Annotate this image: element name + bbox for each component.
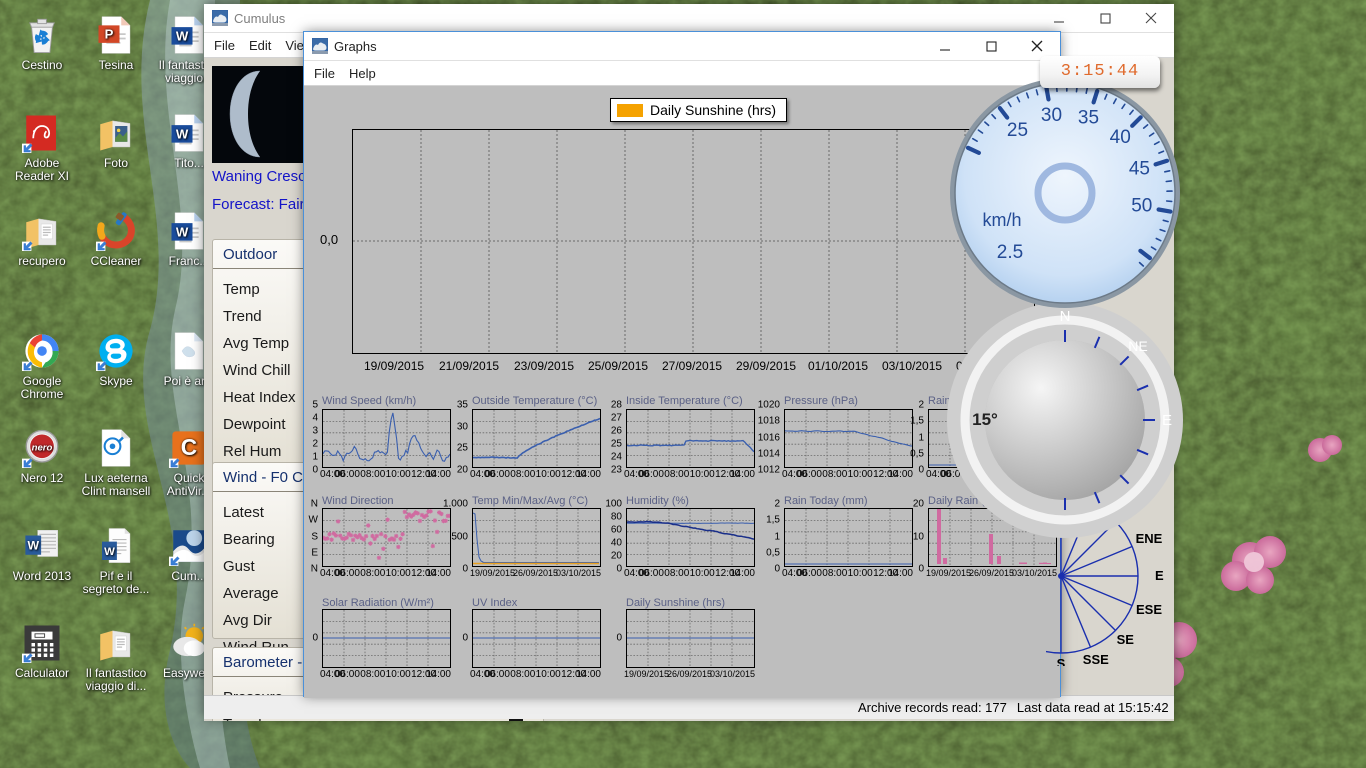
svg-text:50: 50 (1131, 196, 1152, 217)
svg-text:W: W (27, 539, 39, 553)
svg-text:E: E (1162, 412, 1172, 429)
svg-text:nero: nero (32, 443, 53, 454)
svg-text:W: W (176, 28, 189, 43)
svg-text:15°: 15° (972, 410, 998, 429)
svg-text:45: 45 (1129, 159, 1150, 180)
svg-text:S: S (1057, 656, 1066, 666)
svg-text:SSE: SSE (1083, 652, 1109, 666)
svg-text:E: E (1155, 568, 1164, 583)
svg-text:2.5: 2.5 (997, 242, 1023, 263)
svg-text:W: W (176, 224, 189, 239)
svg-text:25: 25 (1007, 120, 1028, 141)
svg-text:P: P (105, 27, 114, 42)
svg-text:SE: SE (1117, 632, 1135, 647)
svg-text:40: 40 (1110, 127, 1131, 148)
svg-text:ESE: ESE (1136, 602, 1162, 617)
svg-text:NE: NE (1128, 338, 1147, 354)
svg-text:W: W (176, 126, 189, 141)
svg-text:km/h: km/h (982, 210, 1021, 230)
svg-text:30: 30 (1041, 105, 1062, 126)
svg-text:W: W (104, 546, 115, 558)
svg-text:35: 35 (1078, 108, 1099, 129)
